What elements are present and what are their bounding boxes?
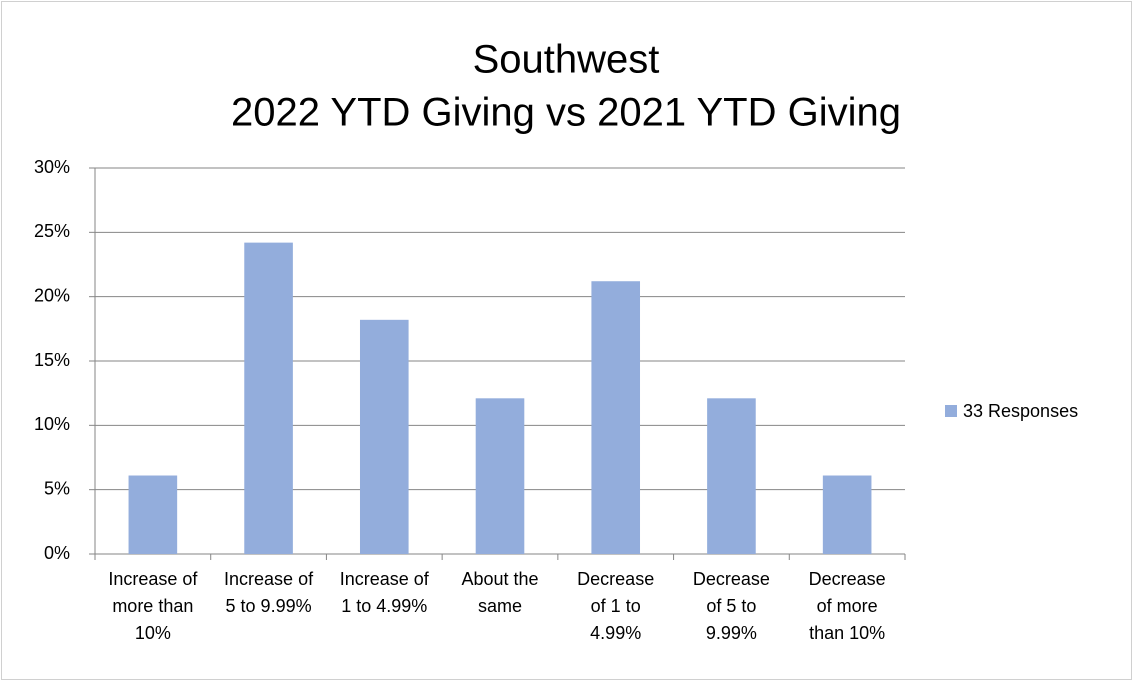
x-tick-label: Decrease of 5 to 9.99%	[692, 569, 770, 643]
legend-label: 33 Responses	[963, 401, 1078, 421]
bar	[822, 475, 872, 554]
bar	[707, 398, 756, 554]
legend-swatch	[945, 405, 957, 417]
y-tick-label: 25%	[34, 221, 70, 241]
bar	[591, 281, 641, 554]
y-tick-label: 5%	[44, 478, 70, 498]
bar	[359, 319, 409, 554]
x-tick-label: Decrease of more than 10%	[808, 569, 886, 643]
y-tick-label: 15%	[34, 350, 70, 370]
x-tick-label: Decrease of 1 to 4.99%	[577, 569, 655, 643]
x-tick-label: About the same	[461, 569, 539, 616]
bar	[128, 475, 178, 554]
bar	[244, 242, 293, 555]
y-tick-label: 10%	[34, 414, 70, 434]
x-tick-label: Increase of 5 to 9.99%	[224, 569, 314, 616]
chart-title: 2022 YTD Giving vs 2021 YTD Giving	[231, 91, 901, 135]
bar	[475, 398, 525, 554]
y-tick-label: 30%	[34, 157, 70, 177]
x-tick-label: Increase of more than 10%	[108, 569, 198, 643]
y-tick-label: 20%	[34, 285, 70, 305]
y-tick-label: 0%	[44, 543, 70, 563]
chart-title: Southwest	[473, 38, 660, 82]
x-tick-label: Increase of 1 to 4.99%	[339, 569, 429, 616]
